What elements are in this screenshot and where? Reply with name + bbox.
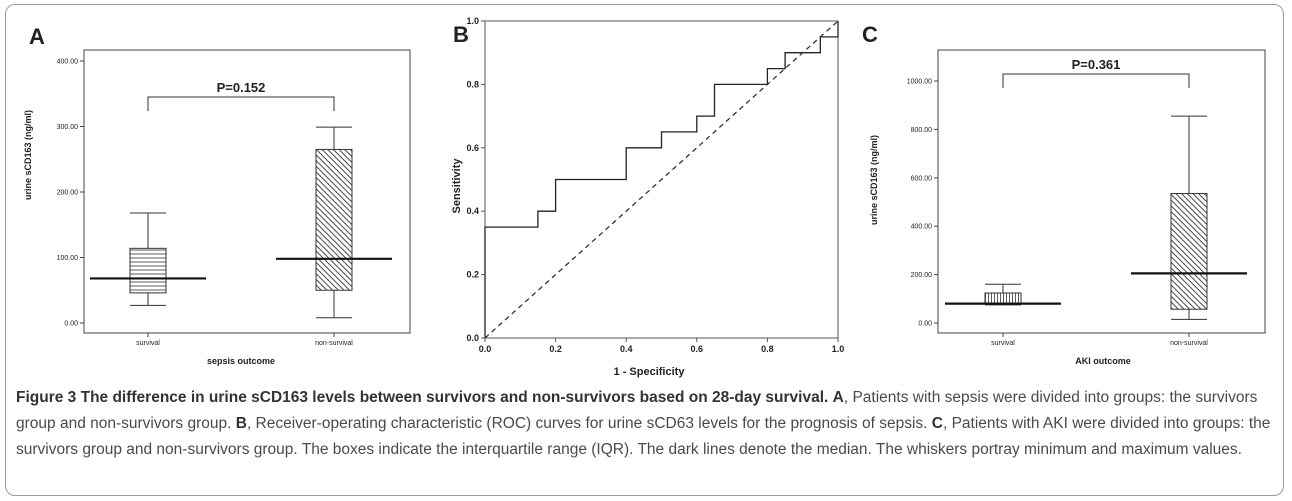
y-tick-label: 100.00 xyxy=(57,255,79,262)
caption-c-text: , Patients with AKI were divided into gr… xyxy=(16,415,1271,458)
panel-c-letter: C xyxy=(862,22,878,47)
caption-b-label: B xyxy=(235,415,247,432)
panel-a-x-axis-label: sepsis outcome xyxy=(207,356,275,366)
x-tick-label: 0.8 xyxy=(761,344,774,354)
y-tick-label: 300.00 xyxy=(57,124,79,131)
y-tick-label: 200.00 xyxy=(57,190,79,197)
caption-b-text: , Receiver-operating characteristic (ROC… xyxy=(246,415,928,432)
p-value-label: P=0.361 xyxy=(1072,57,1121,72)
y-tick-label: 200.00 xyxy=(911,272,933,279)
panel-c-chart: urine sCD163 (ng/ml) AKI outcome 0.00 200… xyxy=(869,49,1266,366)
y-tick-label: 0.00 xyxy=(64,321,78,328)
x-tick-label: 0.4 xyxy=(620,344,633,354)
panel-b-plot-frame xyxy=(484,20,839,339)
caption-a-label: A xyxy=(832,389,844,406)
panel-b-letter: B xyxy=(453,22,469,47)
panel-b-y-axis-label: Sensitivity xyxy=(451,158,463,214)
x-tick-label-non-survival: non-survival xyxy=(1170,340,1208,347)
caption-title: Figure 3 The difference in urine sCD163 … xyxy=(16,389,829,406)
x-tick-label-survival: survival xyxy=(136,340,160,347)
x-tick-label: 0.2 xyxy=(549,344,562,354)
x-tick-label: 1.0 xyxy=(832,344,845,354)
panel-b-chart: Sensitivity 1 - Specificity 0.0 0.2 0.4 0.6… xyxy=(451,16,845,378)
y-tick-label: 600.00 xyxy=(911,175,933,182)
y-tick-label: 1.0 xyxy=(466,16,479,26)
y-tick-label: 0.6 xyxy=(466,143,479,153)
y-tick-label: 0.8 xyxy=(466,79,479,89)
x-tick-label-non-survival: non-survival xyxy=(315,340,353,347)
box-non-survival xyxy=(1170,193,1208,310)
caption-c-label: C xyxy=(931,415,943,432)
y-tick-label: 0.2 xyxy=(466,270,479,280)
y-tick-label: 0.0 xyxy=(466,333,479,343)
box-survival xyxy=(129,247,167,294)
reference-diagonal-line xyxy=(484,20,839,339)
y-tick-label: 1000.00 xyxy=(907,79,932,86)
y-tick-label: 0.00 xyxy=(918,321,932,328)
y-tick-label: 800.00 xyxy=(911,127,933,134)
y-tick-label: 400.00 xyxy=(911,224,933,231)
figure-caption: Figure 3 The difference in urine sCD163 … xyxy=(16,385,1278,463)
caption-a-text: , Patients with sepsis were divided into… xyxy=(16,389,1258,432)
panel-a-letter: A xyxy=(29,24,45,49)
panel-c-x-axis-label: AKI outcome xyxy=(1075,356,1131,366)
p-value-label: P=0.152 xyxy=(217,80,266,95)
panel-c-plot-frame xyxy=(937,49,1266,334)
box-survival xyxy=(984,292,1022,305)
box-non-survival xyxy=(315,148,353,291)
panel-c-y-axis-label: urine sCD163 (ng/ml) xyxy=(869,135,879,225)
figure-frame xyxy=(5,4,1284,496)
x-tick-label: 0.0 xyxy=(479,344,492,354)
panel-a-y-axis-label: urine sCD163 (ng/ml) xyxy=(23,110,33,200)
x-tick-label: 0.6 xyxy=(691,344,704,354)
y-tick-label: 0.4 xyxy=(466,206,479,216)
significance-bracket xyxy=(147,96,335,111)
y-tick-label: 400.00 xyxy=(57,59,79,66)
significance-bracket xyxy=(1002,73,1190,88)
panel-a-chart: urine sCD163 (ng/ml) sepsis outcome 0.00… xyxy=(23,49,411,366)
panel-b-x-axis-label: 1 - Specificity xyxy=(614,366,686,378)
x-tick-label-survival: survival xyxy=(991,340,1015,347)
